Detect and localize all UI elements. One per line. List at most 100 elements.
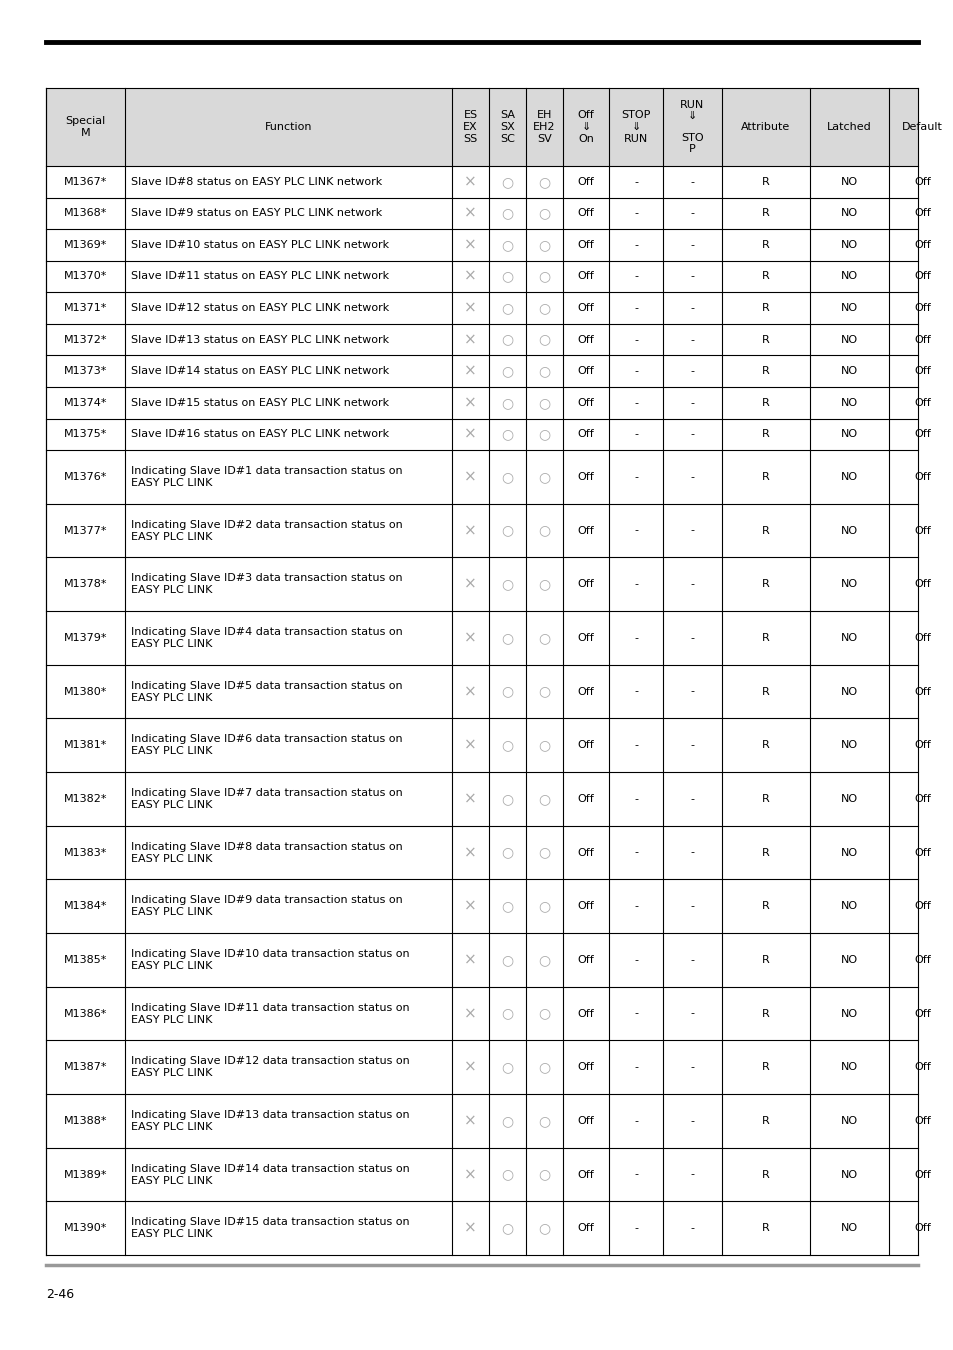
Text: -: - (690, 302, 694, 313)
Text: Off: Off (577, 335, 594, 344)
Text: NO: NO (840, 525, 857, 536)
Text: ×: × (464, 1166, 476, 1183)
Text: Off: Off (577, 208, 594, 219)
Text: NO: NO (840, 429, 857, 439)
Text: M1371*: M1371* (64, 302, 107, 313)
Text: M1379*: M1379* (64, 633, 107, 643)
Text: ×: × (464, 899, 476, 914)
Text: R: R (761, 398, 769, 408)
Text: ×: × (464, 1060, 476, 1075)
Text: -: - (634, 335, 638, 344)
Text: NO: NO (840, 954, 857, 965)
Text: ×: × (464, 684, 476, 699)
Text: ○: ○ (537, 578, 550, 591)
Text: NO: NO (840, 1169, 857, 1180)
Text: Off: Off (577, 1223, 594, 1233)
Text: Indicating Slave ID#5 data transaction status on
EASY PLC LINK: Indicating Slave ID#5 data transaction s… (131, 680, 402, 702)
Text: ○: ○ (501, 270, 513, 284)
Text: M1386*: M1386* (64, 1008, 107, 1018)
Text: R: R (761, 271, 769, 282)
Text: Off
⇓
On: Off ⇓ On (577, 111, 594, 143)
Text: -: - (690, 1169, 694, 1180)
Text: ○: ○ (501, 364, 513, 378)
Text: M1389*: M1389* (64, 1169, 107, 1180)
Text: Off: Off (913, 1116, 930, 1126)
Text: M1378*: M1378* (64, 579, 107, 589)
Text: -: - (634, 1116, 638, 1126)
Text: M1367*: M1367* (64, 177, 107, 186)
Text: Indicating Slave ID#13 data transaction status on
EASY PLC LINK: Indicating Slave ID#13 data transaction … (131, 1110, 409, 1131)
Text: -: - (634, 472, 638, 482)
Text: -: - (634, 525, 638, 536)
Text: Off: Off (913, 240, 930, 250)
Text: R: R (761, 740, 769, 751)
Text: Off: Off (577, 1169, 594, 1180)
Text: Off: Off (913, 687, 930, 697)
Text: R: R (761, 208, 769, 219)
Text: Slave ID#11 status on EASY PLC LINK network: Slave ID#11 status on EASY PLC LINK netw… (131, 271, 389, 282)
Text: Slave ID#10 status on EASY PLC LINK network: Slave ID#10 status on EASY PLC LINK netw… (131, 240, 389, 250)
Text: Slave ID#15 status on EASY PLC LINK network: Slave ID#15 status on EASY PLC LINK netw… (131, 398, 389, 408)
Text: M1375*: M1375* (64, 429, 107, 439)
Text: -: - (690, 687, 694, 697)
Text: NO: NO (840, 633, 857, 643)
Text: M1388*: M1388* (64, 1116, 107, 1126)
Text: Function: Function (265, 122, 312, 132)
Text: Off: Off (577, 954, 594, 965)
Text: NO: NO (840, 1062, 857, 1072)
Text: -: - (634, 902, 638, 911)
Text: ○: ○ (537, 738, 550, 752)
Text: Off: Off (913, 302, 930, 313)
Text: Indicating Slave ID#7 data transaction status on
EASY PLC LINK: Indicating Slave ID#7 data transaction s… (131, 788, 402, 810)
Text: NO: NO (840, 472, 857, 482)
Text: ×: × (464, 791, 476, 806)
Text: M1384*: M1384* (64, 902, 107, 911)
Text: ○: ○ (537, 238, 550, 252)
Text: NO: NO (840, 1116, 857, 1126)
Text: M1380*: M1380* (64, 687, 107, 697)
Text: ○: ○ (537, 301, 550, 315)
Text: ○: ○ (501, 301, 513, 315)
Text: ×: × (464, 1114, 476, 1129)
Text: ○: ○ (537, 845, 550, 860)
Text: Off: Off (913, 1008, 930, 1018)
Text: NO: NO (840, 302, 857, 313)
Text: NO: NO (840, 1223, 857, 1233)
Text: R: R (761, 366, 769, 377)
Text: NO: NO (840, 208, 857, 219)
Text: Indicating Slave ID#15 data transaction status on
EASY PLC LINK: Indicating Slave ID#15 data transaction … (131, 1218, 409, 1239)
Text: ○: ○ (501, 238, 513, 252)
Text: M1381*: M1381* (64, 740, 107, 751)
Text: ○: ○ (537, 524, 550, 537)
Text: -: - (634, 579, 638, 589)
Text: Attribute: Attribute (740, 122, 790, 132)
Text: -: - (634, 687, 638, 697)
Text: -: - (634, 740, 638, 751)
Text: Indicating Slave ID#3 data transaction status on
EASY PLC LINK: Indicating Slave ID#3 data transaction s… (131, 574, 402, 595)
Text: NO: NO (840, 794, 857, 803)
Text: Slave ID#16 status on EASY PLC LINK network: Slave ID#16 status on EASY PLC LINK netw… (131, 429, 389, 439)
Text: ○: ○ (537, 428, 550, 441)
Text: ○: ○ (501, 630, 513, 645)
Text: Off: Off (913, 335, 930, 344)
Text: R: R (761, 902, 769, 911)
Text: Off: Off (913, 1062, 930, 1072)
Text: -: - (690, 271, 694, 282)
Text: NO: NO (840, 1008, 857, 1018)
Text: ×: × (464, 363, 476, 378)
Text: ○: ○ (537, 1168, 550, 1181)
Text: Slave ID#8 status on EASY PLC LINK network: Slave ID#8 status on EASY PLC LINK netwo… (131, 177, 382, 186)
Text: ○: ○ (537, 207, 550, 220)
Text: ○: ○ (501, 174, 513, 189)
Text: ○: ○ (501, 738, 513, 752)
Text: ○: ○ (501, 578, 513, 591)
Text: -: - (690, 954, 694, 965)
Text: Off: Off (577, 1008, 594, 1018)
Text: NO: NO (840, 177, 857, 186)
Text: ×: × (464, 332, 476, 347)
Text: ○: ○ (537, 270, 550, 284)
Text: Off: Off (577, 240, 594, 250)
Text: -: - (690, 902, 694, 911)
Text: NO: NO (840, 848, 857, 857)
Text: R: R (761, 1116, 769, 1126)
